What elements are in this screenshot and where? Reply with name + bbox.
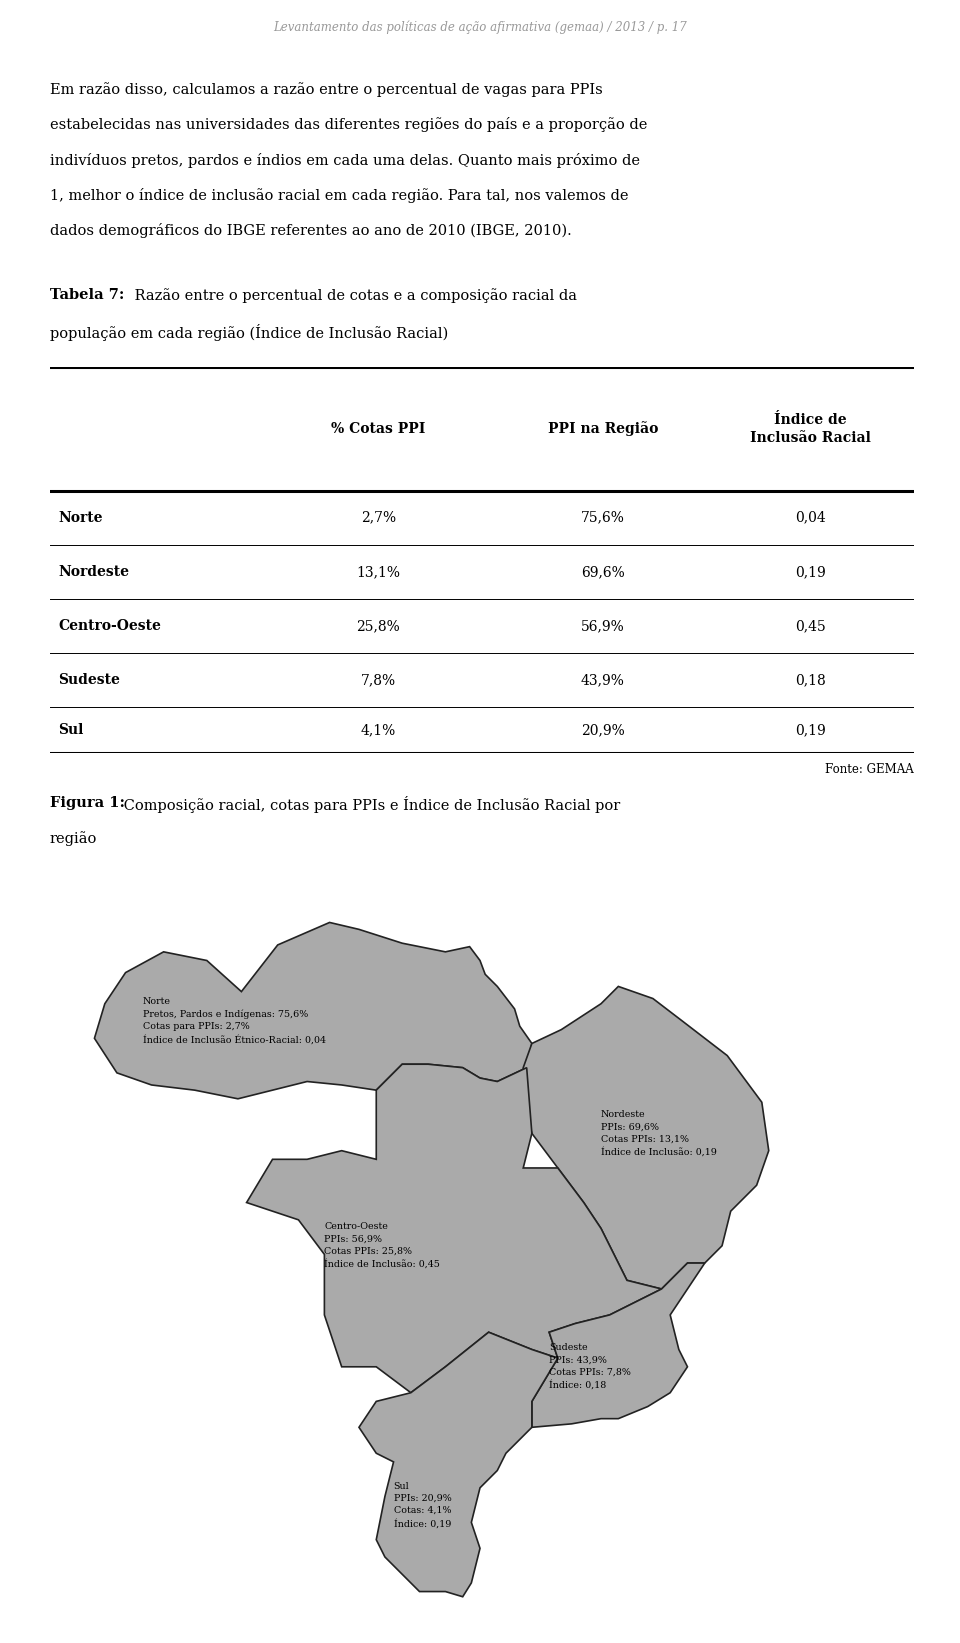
Text: 56,9%: 56,9% — [581, 619, 625, 633]
Text: dados demográficos do IBGE referentes ao ano de 2010 (IBGE, 2010).: dados demográficos do IBGE referentes ao… — [50, 223, 571, 238]
Text: 0,45: 0,45 — [795, 619, 826, 633]
Text: 7,8%: 7,8% — [361, 674, 396, 687]
Text: Norte
Pretos, Pardos e Indígenas: 75,6%
Cotas para PPIs: 2,7%
Índice de Inclusão: Norte Pretos, Pardos e Indígenas: 75,6% … — [143, 997, 325, 1045]
Text: 0,19: 0,19 — [795, 565, 826, 578]
Text: 75,6%: 75,6% — [581, 511, 625, 524]
Text: Sul: Sul — [59, 723, 84, 738]
Text: 25,8%: 25,8% — [356, 619, 400, 633]
Polygon shape — [532, 1263, 705, 1428]
Text: 69,6%: 69,6% — [581, 565, 625, 578]
Text: Centro-Oeste
PPIs: 56,9%
Cotas PPIs: 25,8%
Índice de Inclusão: 0,45: Centro-Oeste PPIs: 56,9% Cotas PPIs: 25,… — [324, 1222, 441, 1268]
Text: Nordeste
PPIs: 69,6%
Cotas PPIs: 13,1%
Índice de Inclusão: 0,19: Nordeste PPIs: 69,6% Cotas PPIs: 13,1% Í… — [601, 1111, 717, 1157]
Text: Fonte: GEMAA: Fonte: GEMAA — [826, 762, 914, 775]
Text: Norte: Norte — [59, 511, 103, 524]
Text: Composição racial, cotas para PPIs e Índice de Inclusão Racial por: Composição racial, cotas para PPIs e Índ… — [119, 797, 620, 813]
Text: 0,04: 0,04 — [795, 511, 826, 524]
Text: 20,9%: 20,9% — [581, 723, 625, 738]
Text: estabelecidas nas universidades das diferentes regiões do país e a proporção de: estabelecidas nas universidades das dife… — [50, 118, 647, 133]
Text: 4,1%: 4,1% — [361, 723, 396, 738]
Text: 13,1%: 13,1% — [356, 565, 400, 578]
Text: Sudeste
PPIs: 43,9%
Cotas PPIs: 7,8%
Índice: 0,18: Sudeste PPIs: 43,9% Cotas PPIs: 7,8% Índ… — [549, 1344, 631, 1390]
Text: Levantamento das políticas de ação afirmativa (gemaa) / 2013 / p. 17: Levantamento das políticas de ação afirm… — [274, 20, 686, 35]
Polygon shape — [247, 1065, 661, 1393]
Text: 1, melhor o índice de inclusão racial em cada região. Para tal, nos valemos de: 1, melhor o índice de inclusão racial em… — [50, 189, 629, 204]
Text: Em razão disso, calculamos a razão entre o percentual de vagas para PPIs: Em razão disso, calculamos a razão entre… — [50, 82, 603, 97]
Text: Centro-Oeste: Centro-Oeste — [59, 619, 161, 633]
Text: 43,9%: 43,9% — [581, 674, 625, 687]
Text: Índice de
Inclusão Racial: Índice de Inclusão Racial — [750, 414, 871, 445]
Text: PPI na Região: PPI na Região — [548, 422, 658, 437]
Polygon shape — [523, 986, 769, 1290]
Text: 0,19: 0,19 — [795, 723, 826, 738]
Text: Razão entre o percentual de cotas e a composição racial da: Razão entre o percentual de cotas e a co… — [130, 288, 577, 304]
Text: Figura 1:: Figura 1: — [50, 797, 125, 810]
Text: região: região — [50, 831, 97, 846]
Text: % Cotas PPI: % Cotas PPI — [331, 422, 425, 435]
Text: 0,18: 0,18 — [795, 674, 826, 687]
Text: indivíduos pretos, pardos e índios em cada uma delas. Quanto mais próximo de: indivíduos pretos, pardos e índios em ca… — [50, 153, 640, 168]
Polygon shape — [94, 922, 532, 1099]
Text: Sul
PPIs: 20,9%
Cotas: 4,1%
Índice: 0,19: Sul PPIs: 20,9% Cotas: 4,1% Índice: 0,19 — [394, 1482, 451, 1528]
Text: 2,7%: 2,7% — [361, 511, 396, 524]
Text: Sudeste: Sudeste — [59, 674, 120, 687]
Text: Tabela 7:: Tabela 7: — [50, 288, 124, 302]
Text: Nordeste: Nordeste — [59, 565, 130, 578]
Text: população em cada região (Índice de Inclusão Racial): população em cada região (Índice de Incl… — [50, 324, 448, 340]
Polygon shape — [359, 1332, 558, 1597]
